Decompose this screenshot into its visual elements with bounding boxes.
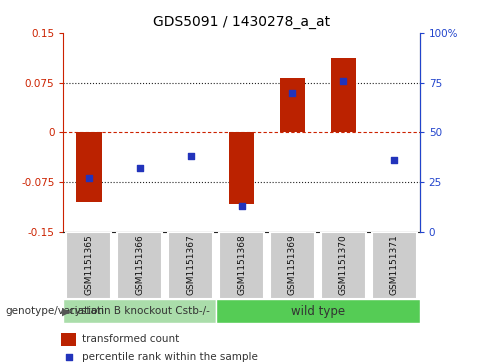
Bar (118, 232, 162, 299)
Point (85, 176, 93, 182)
Bar (331, 58, 356, 132)
Text: GSM1151366: GSM1151366 (135, 234, 144, 295)
Bar (321, 232, 366, 299)
Text: cystatin B knockout Cstb-/-: cystatin B knockout Cstb-/- (69, 306, 210, 316)
Bar (168, 232, 213, 299)
Text: genotype/variation: genotype/variation (5, 306, 104, 316)
Text: GSM1151368: GSM1151368 (237, 234, 246, 295)
Text: percentile rank within the sample: percentile rank within the sample (82, 352, 258, 362)
Bar (61, 333, 76, 346)
Text: wild type: wild type (291, 305, 345, 318)
Text: GSM1151369: GSM1151369 (288, 234, 297, 295)
Bar (216, 299, 420, 323)
Text: GSM1151365: GSM1151365 (84, 234, 93, 295)
Bar (372, 232, 417, 299)
Bar (76, 132, 102, 203)
Text: transformed count: transformed count (82, 334, 179, 344)
Point (187, 154, 195, 159)
Title: GDS5091 / 1430278_a_at: GDS5091 / 1430278_a_at (153, 15, 330, 29)
Point (288, 90, 296, 95)
Text: GSM1151370: GSM1151370 (339, 234, 348, 295)
Text: ▶: ▶ (61, 306, 70, 316)
Point (65, 354, 73, 360)
Point (238, 203, 245, 209)
Text: GSM1151371: GSM1151371 (390, 234, 399, 295)
Bar (219, 232, 264, 299)
Point (136, 166, 143, 171)
Point (390, 158, 398, 163)
Bar (280, 78, 305, 132)
Bar (66, 232, 111, 299)
Text: GSM1151367: GSM1151367 (186, 234, 195, 295)
Point (340, 78, 347, 83)
Bar (63, 299, 216, 323)
Bar (229, 132, 254, 204)
Bar (270, 232, 315, 299)
